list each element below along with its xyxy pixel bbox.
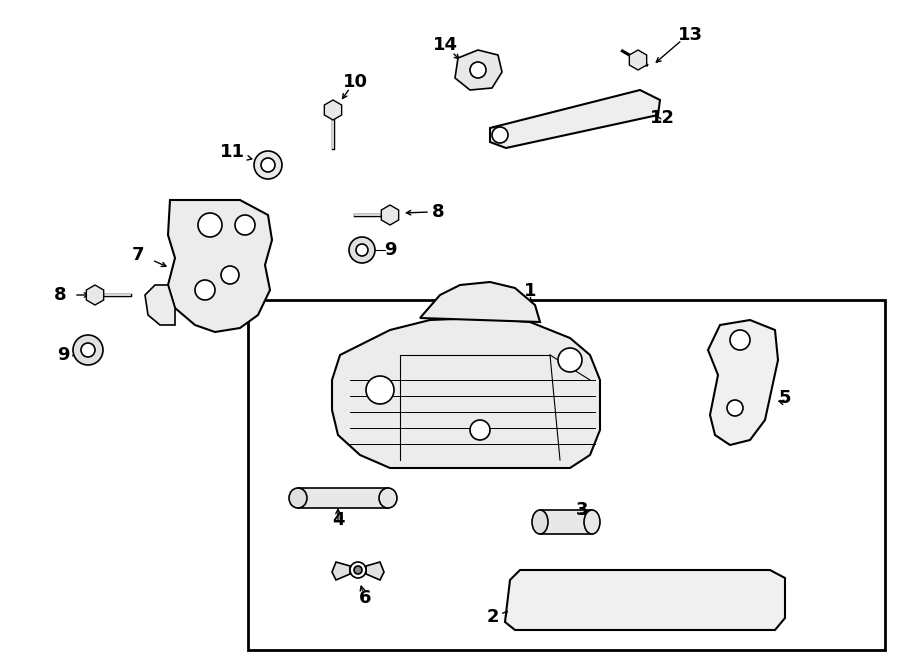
Text: 7: 7 [131,246,144,264]
Polygon shape [505,570,785,630]
Text: 9: 9 [383,241,396,259]
Circle shape [81,343,95,357]
Text: 1: 1 [524,282,536,300]
Text: 14: 14 [433,36,457,54]
Polygon shape [145,285,175,325]
Polygon shape [708,320,778,445]
Text: 4: 4 [332,511,344,529]
Circle shape [558,348,582,372]
Text: 11: 11 [220,143,245,161]
Ellipse shape [532,510,548,534]
Circle shape [730,330,750,350]
Polygon shape [382,205,399,225]
Text: 3: 3 [576,501,589,519]
Text: 12: 12 [650,109,674,127]
Text: 8: 8 [432,203,445,221]
Text: 8: 8 [54,286,67,304]
Polygon shape [324,100,342,120]
Bar [298,488,388,508]
Circle shape [350,562,366,578]
Text: 13: 13 [678,26,703,44]
Circle shape [235,215,255,235]
Text: 9: 9 [57,346,69,364]
Text: 5: 5 [778,389,791,407]
Ellipse shape [379,488,397,508]
Circle shape [354,566,362,574]
Bar [540,510,592,534]
Polygon shape [168,200,272,332]
Polygon shape [455,50,502,90]
Polygon shape [366,562,384,580]
Circle shape [356,244,368,256]
Circle shape [73,335,103,365]
Circle shape [470,420,490,440]
Polygon shape [490,90,660,148]
Polygon shape [86,285,104,305]
Text: 6: 6 [359,589,371,607]
Ellipse shape [584,510,600,534]
Circle shape [261,158,275,172]
Bar [248,300,885,650]
Circle shape [198,213,222,237]
Polygon shape [332,318,600,468]
Text: 10: 10 [343,73,367,91]
Circle shape [349,237,375,263]
Ellipse shape [289,488,307,508]
Text: 2: 2 [487,608,500,626]
Circle shape [727,400,743,416]
Polygon shape [332,562,350,580]
Polygon shape [420,282,540,322]
Circle shape [366,376,394,404]
Circle shape [254,151,282,179]
Circle shape [195,280,215,300]
Circle shape [221,266,239,284]
Circle shape [492,127,508,143]
Polygon shape [629,50,647,70]
Circle shape [470,62,486,78]
